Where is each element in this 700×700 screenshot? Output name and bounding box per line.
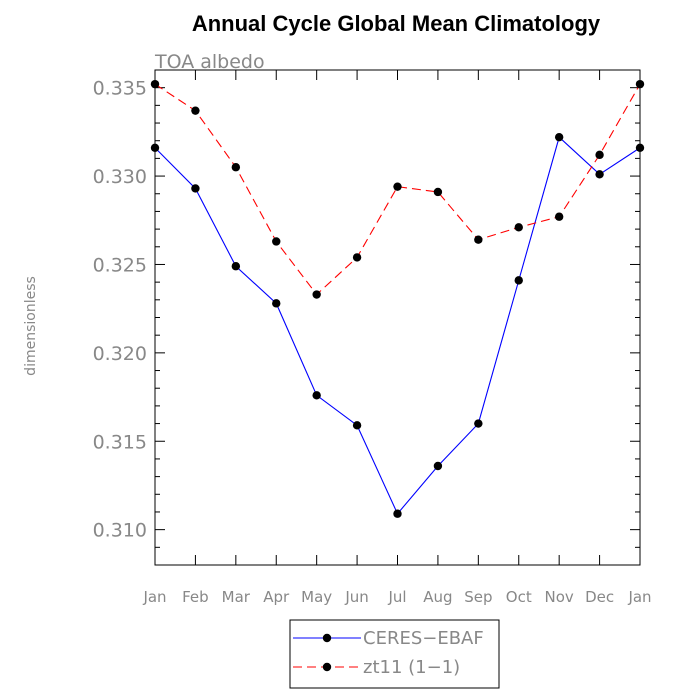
x-tick-label: Sep xyxy=(464,588,492,606)
data-point xyxy=(595,170,604,179)
x-tick-label: Jan xyxy=(142,588,166,606)
x-tick-label: May xyxy=(301,588,332,606)
x-tick-label: Dec xyxy=(585,588,614,606)
x-axis-ticks: Jan Feb Mar Apr May Jun Jul Aug Sep Oct Nov Dec Jan xyxy=(142,70,652,606)
data-point xyxy=(595,150,604,160)
legend-label: zt11 (1−1) xyxy=(363,657,460,678)
data-point xyxy=(312,290,321,299)
data-point xyxy=(191,184,200,193)
series-ceres-ebaf xyxy=(150,132,645,518)
data-point xyxy=(312,391,321,400)
legend-marker xyxy=(322,633,332,643)
data-point xyxy=(272,299,281,308)
data-point xyxy=(231,262,241,271)
legend-marker xyxy=(322,662,332,672)
data-point xyxy=(554,132,564,142)
chart-subtitle: TOA albedo xyxy=(154,51,265,73)
y-tick-label: 0.330 xyxy=(93,166,147,188)
x-tick-label: Jul xyxy=(387,588,406,606)
data-point xyxy=(352,253,362,262)
legend-item: CERES−EBAF xyxy=(293,628,484,649)
data-point xyxy=(393,182,402,191)
data-point xyxy=(191,106,200,115)
x-tick-label: Nov xyxy=(545,588,574,606)
x-tick-label: Jun xyxy=(344,588,368,606)
series-zt11-1-1 xyxy=(150,79,645,299)
x-tick-label: Feb xyxy=(182,588,209,606)
data-point xyxy=(635,143,645,152)
chart-title: Annual Cycle Global Mean Climatology xyxy=(192,11,601,36)
y-tick-label: 0.335 xyxy=(93,78,147,100)
data-point xyxy=(393,509,402,518)
x-tick-label: Aug xyxy=(423,588,452,606)
data-point xyxy=(635,79,645,89)
data-point xyxy=(554,212,564,221)
legend-item: zt11 (1−1) xyxy=(293,657,460,678)
x-tick-label: Oct xyxy=(506,588,532,606)
legend-items: CERES−EBAF zt11 (1−1) xyxy=(293,628,484,678)
data-point xyxy=(150,79,160,89)
legend: CERES−EBAF zt11 (1−1) xyxy=(289,619,500,689)
y-tick-label: 0.310 xyxy=(93,520,147,542)
y-tick-label: 0.315 xyxy=(93,431,147,453)
data-point xyxy=(474,419,483,428)
legend-label: CERES−EBAF xyxy=(363,628,484,649)
data-point xyxy=(433,461,443,471)
data-point xyxy=(352,421,362,430)
y-axis-label: dimensionless xyxy=(23,276,39,376)
legend-box xyxy=(289,619,500,689)
y-tick-label: 0.325 xyxy=(93,254,147,276)
data-point xyxy=(514,276,523,285)
series-layer xyxy=(150,79,645,518)
data-point xyxy=(150,143,160,152)
data-point xyxy=(514,223,523,232)
data-point xyxy=(433,187,443,197)
x-tick-label: Apr xyxy=(263,588,290,606)
x-tick-label: Mar xyxy=(222,588,251,606)
series-line xyxy=(154,136,641,515)
x-tick-label: Jan xyxy=(627,588,651,606)
data-point xyxy=(474,235,483,244)
data-point xyxy=(231,163,241,172)
data-point xyxy=(272,237,281,246)
y-axis-ticks: 0.310 0.315 0.320 0.325 0.330 0.335 xyxy=(93,69,640,566)
y-tick-label: 0.320 xyxy=(93,343,147,365)
